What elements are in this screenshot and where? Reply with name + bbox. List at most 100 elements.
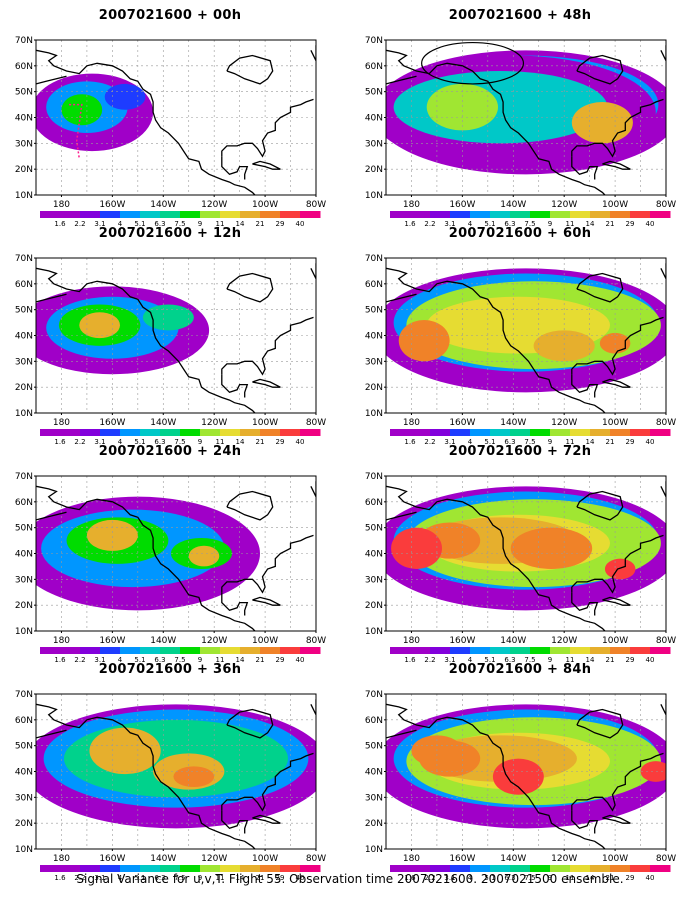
coastline: [36, 729, 67, 739]
panel-title: 2007021600 + 48h: [448, 8, 592, 23]
latitude-label: 70N: [15, 254, 33, 264]
map-panel: 2007021600 + 84h 70N 60N 50N 40N 30N 20N 10N 180…: [350, 662, 690, 882]
colorbar-swatch: [100, 211, 121, 218]
longitude-label: 100W: [602, 854, 628, 864]
colorbar-swatch: [570, 429, 591, 436]
colorbar-swatch: [430, 429, 451, 436]
map-panel: 2007021600 + 24h 70N 60N 50N 40N 30N 20N 10N 180…: [0, 444, 340, 664]
colorbar-label: 40: [296, 874, 305, 882]
latitude-label: 30N: [365, 139, 383, 149]
variance-map: 70N 60N 50N 40N 30N 20N 10N 180 160W 140W 120W 100W…: [15, 690, 326, 882]
colorbar-label: 6.3: [504, 874, 515, 882]
longitude-label: 180: [53, 854, 70, 864]
colorbar-swatch: [140, 429, 161, 436]
colorbar-label: 1.6: [54, 438, 66, 446]
coastline: [602, 378, 631, 388]
colorbar-swatch: [180, 865, 201, 872]
variance-map: 70N 60N 50N 40N 30N 20N 10N 180 160W 140W 120W 100W…: [365, 36, 676, 228]
variance-contour: [104, 83, 146, 110]
variance-contour: [492, 758, 544, 795]
latitude-label: 10N: [15, 191, 33, 201]
colorbar-swatch: [570, 865, 591, 872]
coastline: [576, 490, 624, 521]
colorbar-swatch: [410, 429, 431, 436]
colorbar-swatch: [40, 429, 61, 436]
variance-contour: [533, 330, 595, 362]
variance-contour: [510, 527, 593, 569]
colorbar-label: 1.6: [404, 438, 416, 446]
colorbar-swatch: [120, 429, 141, 436]
colorbar-swatch: [140, 865, 161, 872]
colorbar-swatch: [40, 211, 61, 218]
variance-contour: [398, 320, 450, 362]
panel-title: 2007021600 + 84h: [448, 662, 592, 677]
coastline: [36, 511, 67, 521]
variance-contour: [640, 761, 666, 782]
coastline: [36, 267, 256, 413]
coastline: [252, 160, 281, 170]
longitude-label: 100W: [252, 418, 278, 428]
colorbar-label: 3.1: [94, 438, 105, 446]
colorbar-label: 9: [198, 656, 202, 664]
colorbar-swatch: [80, 865, 101, 872]
colorbar-swatch: [120, 211, 141, 218]
colorbar-swatch: [200, 865, 221, 872]
colorbar-swatch: [260, 429, 281, 436]
coastline: [221, 316, 314, 376]
coastline: [386, 75, 417, 85]
colorbar-label: 11: [566, 656, 575, 664]
longitude-label: 160W: [99, 200, 125, 210]
colorbar-label: 7.5: [174, 438, 185, 446]
colorbar-swatch: [570, 211, 591, 218]
coastline: [310, 45, 316, 61]
colorbar-swatch: [550, 429, 571, 436]
map-panel: 2007021600 + 36h 70N 60N 50N 40N 30N 20N 10N 180…: [0, 662, 340, 882]
variance-map: 70N 60N 50N 40N 30N 20N 10N 180 160W 140W 120W 100W…: [15, 472, 326, 664]
colorbar-swatch: [470, 429, 491, 436]
colorbar-swatch: [80, 647, 101, 654]
coastline: [310, 263, 316, 279]
longitude-label: 160W: [449, 854, 475, 864]
colorbar-label: 5.1: [484, 438, 495, 446]
colorbar-label: 40: [296, 438, 305, 446]
longitude-label: 100W: [602, 418, 628, 428]
colorbar-swatch: [160, 429, 181, 436]
coastline: [36, 49, 256, 195]
map-panel: 2007021600 + 00h 70N 60N 50N 40N 30N 20N 10N 180…: [0, 8, 340, 228]
colorbar-swatch: [650, 211, 671, 218]
colorbar-swatch: [590, 647, 611, 654]
colorbar-swatch: [100, 429, 121, 436]
longitude-label: 160W: [449, 418, 475, 428]
colorbar-label: 40: [646, 438, 655, 446]
coastline: [571, 98, 664, 158]
coastline: [386, 485, 606, 631]
colorbar-label: 40: [646, 220, 655, 228]
colorbar-swatch: [530, 647, 551, 654]
colorbar-swatch: [100, 865, 121, 872]
longitude-label: 80W: [306, 854, 326, 864]
longitude-label: 120W: [201, 200, 227, 210]
colorbar-label: 6.3: [154, 874, 165, 882]
colorbar-label: 4: [468, 656, 473, 664]
colorbar-swatch: [180, 429, 201, 436]
latitude-label: 30N: [15, 357, 33, 367]
latitude-label: 20N: [365, 383, 383, 393]
colorbar-swatch: [260, 865, 281, 872]
longitude-label: 140W: [150, 418, 176, 428]
longitude-label: 80W: [656, 200, 676, 210]
latitude-label: 70N: [365, 690, 383, 700]
coastline: [36, 703, 256, 849]
latitude-label: 30N: [365, 793, 383, 803]
colorbar-label: 11: [566, 220, 575, 228]
colorbar-swatch: [650, 865, 671, 872]
latitude-label: 40N: [15, 768, 33, 778]
colorbar-swatch: [120, 647, 141, 654]
longitude-label: 180: [53, 200, 70, 210]
colorbar-label: 29: [276, 220, 285, 228]
colorbar-swatch: [80, 429, 101, 436]
colorbar-swatch: [300, 647, 321, 654]
panel-title: 2007021600 + 24h: [98, 444, 242, 459]
longitude-label: 160W: [99, 418, 125, 428]
colorbar-swatch: [140, 647, 161, 654]
coastline: [602, 596, 631, 606]
